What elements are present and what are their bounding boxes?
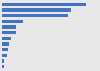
Bar bbox=[2, 42, 9, 46]
Bar bbox=[2, 20, 23, 23]
Bar bbox=[2, 31, 16, 34]
Bar bbox=[2, 48, 8, 51]
Bar bbox=[2, 65, 4, 68]
Bar bbox=[2, 59, 4, 63]
Bar bbox=[2, 25, 16, 29]
Bar bbox=[2, 3, 86, 6]
Bar bbox=[2, 8, 71, 12]
Bar bbox=[2, 37, 11, 40]
Bar bbox=[2, 14, 68, 17]
Bar bbox=[2, 54, 7, 57]
